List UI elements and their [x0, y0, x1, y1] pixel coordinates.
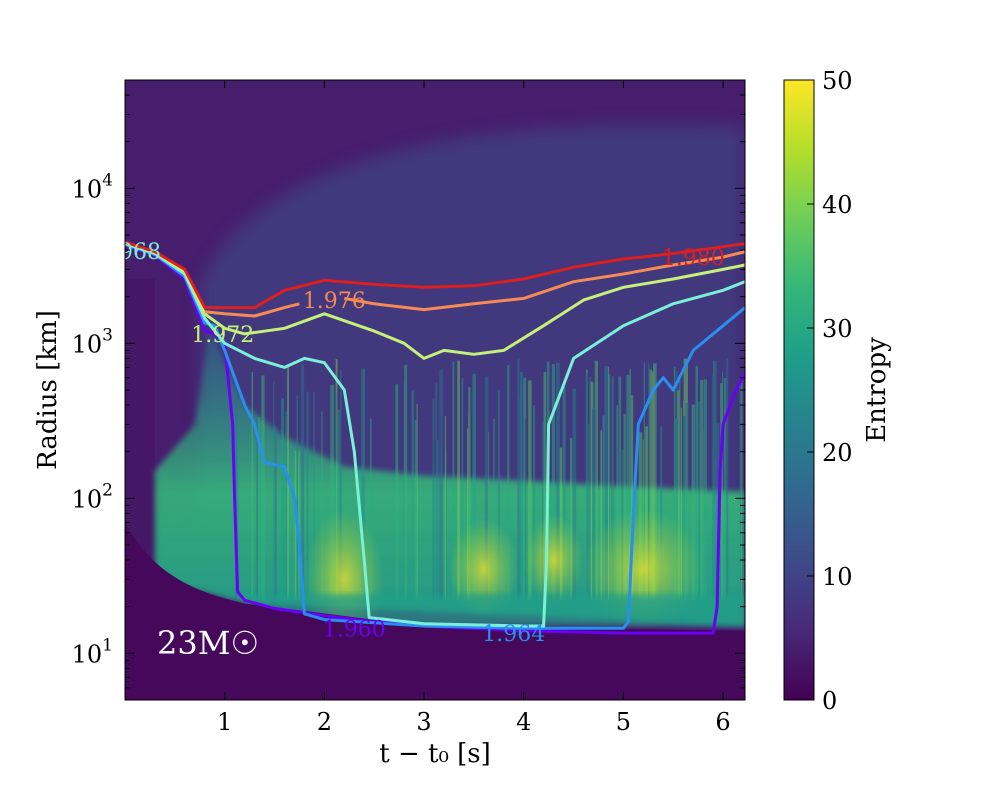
x-tick-label: 5: [616, 708, 631, 736]
x-tick-label: 3: [416, 708, 431, 736]
colorbar-tick-label: 10: [822, 563, 853, 591]
contour-line: [125, 240, 745, 310]
colorbar-tick-label: 0: [822, 687, 837, 715]
heatmap-pns: [125, 522, 745, 700]
colorbar-tick-label: 50: [822, 67, 853, 95]
x-tick-label: 1: [217, 708, 232, 736]
heatmap-hot-spot: [448, 519, 519, 620]
heatmap-early-strip: [125, 279, 155, 561]
colorbar-label: Entropy: [862, 337, 892, 443]
contour-label: 1.976: [303, 289, 366, 314]
colorbar-tick-label: 40: [822, 191, 853, 219]
heatmap-streaks: [234, 358, 743, 601]
contour-line: [125, 242, 745, 628]
x-tick-label: 6: [715, 708, 730, 736]
entropy-heatmap: [125, 80, 745, 700]
contour-label: 1.964: [482, 622, 545, 647]
contour-labels: 1.960 1.964 968 1.972 1.976 1.980: [119, 240, 725, 647]
contour-label: 1.980: [662, 246, 725, 271]
contour-line: [125, 243, 745, 635]
y-tick-label: 104: [72, 170, 113, 203]
colorbar-tick-label: 30: [822, 315, 853, 343]
y-axis-label: Radius [km]: [33, 310, 63, 470]
heatmap-plot-area: 1.960 1.964 968 1.972 1.976 1.980: [119, 80, 745, 700]
y-tick-label: 103: [72, 325, 113, 358]
colorbar-tick-label: 20: [822, 439, 853, 467]
heatmap-hot-spot: [523, 515, 584, 606]
x-tick-label: 2: [317, 708, 332, 736]
y-axis-ticks: 101 102 103 104: [72, 79, 745, 701]
contour-label: 1.960: [323, 617, 386, 642]
mass-annotation: 23M☉: [157, 624, 259, 662]
colorbar: 0 10 20 30 40 50 Entropy: [783, 67, 892, 715]
x-tick-label: 4: [516, 708, 531, 736]
colorbar-gradient: [783, 79, 815, 701]
contour-label: 1.972: [191, 323, 254, 348]
x-axis-label: t − t₀ [s]: [379, 739, 491, 769]
contour-label: 968: [119, 240, 161, 265]
colorbar-ticks: 0 10 20 30 40 50: [807, 67, 853, 715]
contour-lines: [125, 240, 745, 635]
contour-line: [125, 242, 745, 630]
contour-line: [344, 250, 745, 312]
y-tick-label: 102: [72, 480, 113, 513]
contour-line: [125, 241, 745, 360]
y-tick-label: 101: [72, 635, 113, 668]
contour-line: [204, 302, 300, 318]
x-axis-ticks: 1 2 3 4 5 6: [217, 80, 731, 736]
